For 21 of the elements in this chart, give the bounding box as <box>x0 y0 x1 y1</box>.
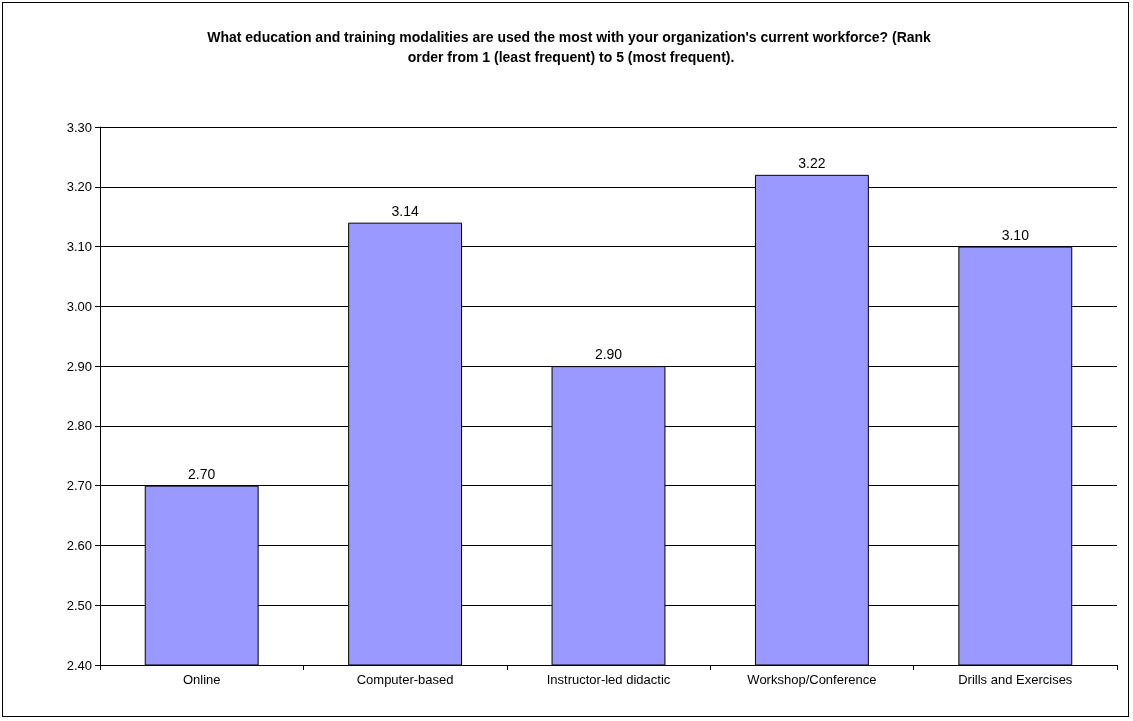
x-tick-label: Online <box>182 672 221 687</box>
data-label: 2.70 <box>188 465 216 482</box>
y-tick-label: 3.10 <box>66 239 92 255</box>
chart-title: What education and training modalities are used the most with your organization's current workforce? (Rank order from 1 (least frequent) to 5 (most frequent). <box>207 29 935 65</box>
y-tick-label: 2.90 <box>66 358 92 374</box>
y-tick-label: 2.40 <box>66 657 92 673</box>
y-tick-label: 3.20 <box>66 179 92 195</box>
x-tick-label: Instructor-led didactic <box>546 672 671 687</box>
y-tick-label: 3.30 <box>66 119 92 135</box>
y-tick-label: 3.00 <box>66 298 92 314</box>
y-tick-label: 2.70 <box>66 478 92 494</box>
x-tick-label: Workshop/Conference <box>747 672 877 687</box>
data-label: 3.10 <box>1001 226 1030 243</box>
x-tick-label: Computer-based <box>356 672 454 687</box>
y-tick-label: 2.50 <box>66 597 92 613</box>
data-label: 3.22 <box>798 154 826 171</box>
data-label: 3.14 <box>391 202 419 219</box>
y-tick-label: 2.80 <box>66 418 92 434</box>
y-tick-label: 2.60 <box>66 537 92 553</box>
data-label: 2.90 <box>594 346 623 363</box>
x-tick-label: Drills and Exercises <box>958 672 1073 687</box>
